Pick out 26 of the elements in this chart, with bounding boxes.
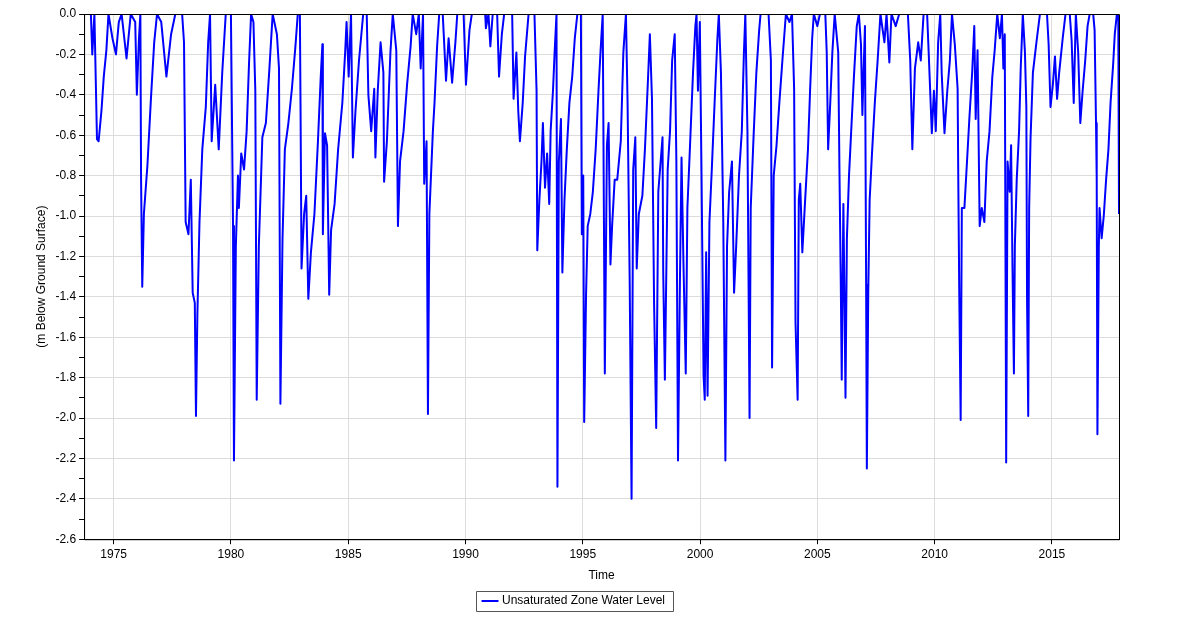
y-tick-label: -0.6 (55, 127, 77, 142)
y-tick-label: -2.4 (55, 491, 77, 506)
y-tick-label: -2.0 (55, 410, 77, 425)
y-tick-label: -0.4 (55, 87, 77, 102)
x-tick-label: 2000 (686, 546, 714, 561)
x-tick-label: 2010 (921, 546, 949, 561)
y-tick-label: -1.4 (55, 289, 77, 304)
y-tick-label: -0.2 (55, 46, 77, 61)
y-tick-label: -1.8 (55, 369, 77, 384)
x-axis-title: Time (588, 568, 615, 583)
y-tick-label: 0.0 (59, 6, 77, 21)
x-tick-label: 1985 (334, 546, 362, 561)
legend-label: Unsaturated Zone Water Level (502, 593, 665, 608)
y-tick-label: -1.0 (55, 208, 77, 223)
y-tick-label: -1.2 (55, 248, 77, 263)
y-tick-label: -0.8 (55, 167, 77, 182)
x-tick-label: 1980 (217, 546, 245, 561)
x-tick-label: 1995 (569, 546, 597, 561)
y-tick-label: -2.2 (55, 450, 77, 465)
x-tick-label: 2015 (1038, 546, 1066, 561)
y-axis-title: (m Below Ground Surface) (33, 205, 48, 348)
y-tick-label: -2.6 (55, 531, 77, 546)
y-tick-label: -1.6 (55, 329, 77, 344)
x-tick-label: 1990 (452, 546, 480, 561)
x-tick-label: 2005 (803, 546, 832, 561)
x-tick-label: 1975 (100, 546, 128, 561)
